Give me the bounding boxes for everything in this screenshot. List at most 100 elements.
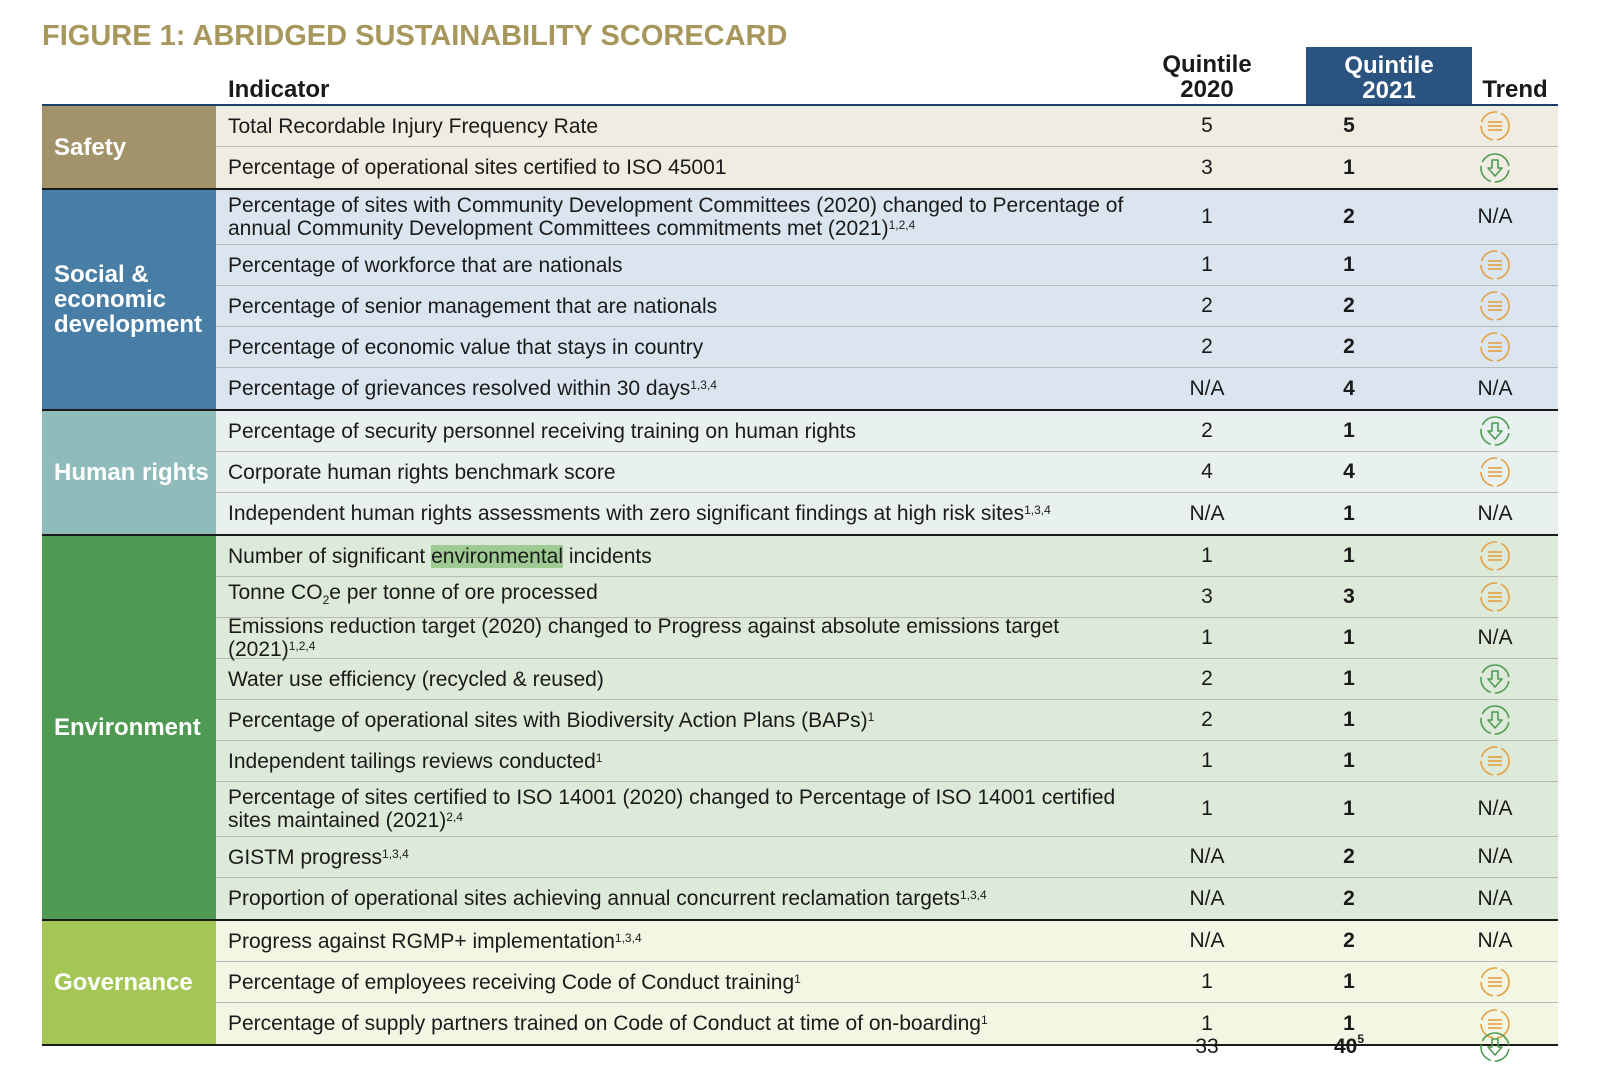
- indicator-cell: Number of significant environmental inci…: [228, 544, 652, 568]
- indicator-cell: Independent tailings reviews conducted1: [228, 749, 603, 773]
- table-row: Water use efficiency (recycled & reused)…: [216, 659, 1558, 700]
- equal-trend-icon: [1480, 541, 1510, 571]
- trend-cell: [1432, 662, 1558, 696]
- trend-cell: N/A: [1477, 205, 1513, 228]
- footnote-ref: 1: [867, 709, 875, 724]
- equal-trend-icon: [1480, 332, 1510, 362]
- quintile-2020-cell: 1: [1201, 970, 1213, 993]
- down-arrow-trend-icon: [1480, 1032, 1510, 1062]
- quintile-2021-cell: 4: [1343, 376, 1355, 400]
- trend-cell: [1432, 151, 1558, 185]
- indicator-cell: Progress against RGMP+ implementation1,3…: [228, 929, 642, 953]
- indicator-cell: GISTM progress1,3,4: [228, 845, 409, 869]
- footnote-ref: 1: [980, 1013, 988, 1027]
- quintile-2020-cell: 2: [1201, 294, 1213, 317]
- quintile-2020-cell: 4: [1201, 460, 1213, 483]
- totals-row: 33 405: [42, 1030, 1558, 1064]
- equal-trend-icon: [1480, 457, 1510, 487]
- total-2020: 33: [1195, 1035, 1219, 1058]
- quintile-2021-cell: 1: [1343, 708, 1355, 731]
- quintile-2020-cell: 1: [1201, 749, 1213, 772]
- indicator-cell: Percentage of supply partners trained on…: [228, 1012, 988, 1035]
- quintile-2021-cell: 1: [1343, 970, 1355, 993]
- indicator-cell: Percentage of operational sites certifie…: [228, 156, 727, 179]
- quintile-2021-cell: 1: [1343, 501, 1355, 525]
- quintile-2021-cell: 1: [1343, 626, 1355, 649]
- equal-trend-icon: [1480, 291, 1510, 321]
- section-safety: Safety Total Recordable Injury Frequency …: [42, 106, 1558, 190]
- category-label-social: Social & economic development: [42, 190, 216, 409]
- footnote-ref: 1,2,4: [888, 218, 916, 232]
- indicator-cell: Percentage of operational sites with Bio…: [228, 708, 875, 732]
- footnote-ref: 1,3,4: [1024, 503, 1051, 517]
- equal-trend-icon: [1480, 746, 1510, 776]
- table-row: Percentage of operational sites certifie…: [216, 147, 1558, 188]
- category-label-safety: Safety: [42, 106, 216, 188]
- table-row: GISTM progress1,3,4 N/A 2 N/A: [216, 837, 1558, 878]
- footnote-ref: 1,3,4: [382, 846, 409, 861]
- footnote-ref: 1: [595, 750, 603, 765]
- quintile-2020-cell: 5: [1201, 114, 1213, 137]
- section-env: Environment Number of significant environ…: [42, 536, 1558, 921]
- quintile-2020-cell: 1: [1201, 1011, 1213, 1035]
- quintile-2021-cell: 1: [1343, 544, 1355, 567]
- table-row: Proportion of operational sites achievin…: [216, 878, 1558, 919]
- quintile-2021-cell: 4: [1343, 460, 1355, 483]
- quintile-2021-cell: 1: [1343, 667, 1355, 690]
- quintile-2020-cell: 2: [1201, 335, 1213, 358]
- quintile-2021-cell: 2: [1343, 929, 1355, 952]
- table-row: Corporate human rights benchmark score 4 4: [216, 452, 1558, 493]
- quintile-2020-header-line1: Quintile: [1162, 51, 1252, 78]
- quintile-2020-cell: N/A: [1189, 501, 1225, 525]
- trend-cell: N/A: [1477, 501, 1513, 525]
- footnote-ref: 1,2,4: [288, 639, 316, 653]
- table-row: Percentage of sites with Community Devel…: [216, 190, 1558, 245]
- quintile-2020-cell: 1: [1201, 797, 1213, 820]
- indicator-cell: Total Recordable Injury Frequency Rate: [228, 114, 599, 138]
- equal-trend-icon: [1480, 582, 1510, 612]
- quintile-2021-cell: 1: [1343, 253, 1355, 276]
- indicator-header: Indicator: [228, 76, 330, 103]
- table-row: Emissions reduction target (2020) change…: [216, 615, 1558, 661]
- trend-cell: [1432, 455, 1558, 489]
- trend-cell: [1432, 744, 1558, 778]
- trend-cell: [1432, 703, 1558, 737]
- figure-title: FIGURE 1: ABRIDGED SUSTAINABILITY SCOREC…: [42, 20, 788, 52]
- quintile-2020-header-line2: 2020: [1180, 76, 1234, 103]
- trend-cell: N/A: [1477, 626, 1513, 649]
- quintile-2020-cell: 3: [1201, 155, 1213, 179]
- indicator-cell: Water use efficiency (recycled & reused): [228, 667, 604, 691]
- trend-cell: [1432, 965, 1558, 999]
- indicator-cell: Percentage of sites with Community Devel…: [228, 194, 1124, 240]
- indicator-cell: Percentage of workforce that are nationa…: [228, 253, 623, 277]
- indicator-cell: Percentage of employees receiving Code o…: [228, 970, 801, 994]
- quintile-2020-cell: 2: [1201, 419, 1213, 442]
- total-2021-footnote: 5: [1357, 1032, 1365, 1046]
- indicator-cell: Percentage of economic value that stays …: [228, 335, 704, 359]
- section-gov: Governance Progress against RGMP+ impleme…: [42, 921, 1558, 1046]
- indicator-cell: Independent human rights assessments wit…: [228, 502, 1051, 525]
- trend-cell: N/A: [1477, 845, 1513, 868]
- table-row: Progress against RGMP+ implementation1,3…: [216, 921, 1558, 962]
- trend-cell: [1432, 330, 1558, 364]
- down-arrow-trend-icon: [1480, 152, 1510, 183]
- quintile-2020-cell: N/A: [1189, 376, 1225, 400]
- quintile-2020-header: Quintile 2020: [1148, 52, 1266, 102]
- table-row: Percentage of senior management that are…: [216, 286, 1558, 327]
- scorecard-table: Safety Total Recordable Injury Frequency …: [42, 106, 1558, 1046]
- quintile-2021-header-line2: 2021: [1362, 77, 1416, 104]
- table-row: Independent human rights assessments wit…: [216, 493, 1558, 534]
- trend-cell: [1432, 109, 1558, 143]
- footnote-ref: 1: [794, 971, 801, 986]
- quintile-2020-cell: 2: [1201, 708, 1213, 731]
- table-row: Independent tailings reviews conducted1 1…: [216, 741, 1558, 782]
- equal-trend-icon: [1480, 111, 1510, 141]
- total-2021: 405: [1266, 1032, 1432, 1059]
- quintile-2020-cell: 1: [1201, 205, 1213, 228]
- total-2021-value: 40: [1333, 1035, 1358, 1058]
- indicator-cell: Percentage of senior management that are…: [228, 294, 718, 318]
- indicator-cell: Percentage of sites certified to ISO 140…: [228, 786, 1116, 832]
- table-row: Number of significant environmental inci…: [216, 536, 1558, 577]
- trend-cell: N/A: [1477, 376, 1513, 400]
- table-row: Percentage of security personnel receivi…: [216, 411, 1558, 452]
